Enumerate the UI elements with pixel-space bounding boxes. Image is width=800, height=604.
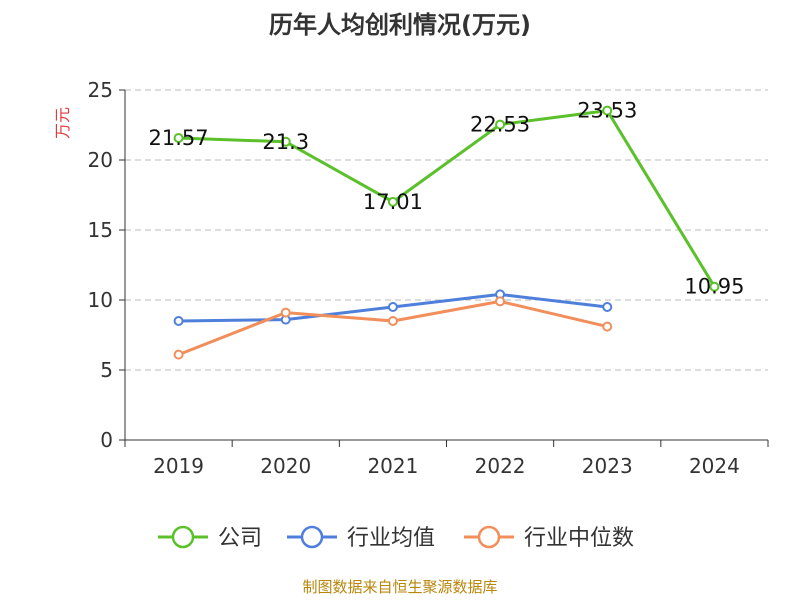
x-tick-label-2019: 2019 <box>153 454 204 478</box>
source-note: 制图数据来自恒生聚源数据库 <box>302 578 497 596</box>
y-tick-label: 15 <box>88 218 113 242</box>
y-tick-label: 25 <box>88 78 113 102</box>
data-point-1-2023 <box>602 302 613 312</box>
y-tick-label: 5 <box>100 358 113 382</box>
data-label-2019: 21.57 <box>149 126 209 150</box>
y-axis-label: 万元 <box>53 107 72 139</box>
data-point-0-2020 <box>280 136 291 147</box>
legend[interactable]: 公司 行业均值 行业中位数 <box>158 525 634 551</box>
legend-label: 公司 <box>218 526 262 551</box>
legend-marker <box>477 525 501 549</box>
data-label-2022: 22.53 <box>470 113 530 137</box>
legend-item-0[interactable]: 公司 <box>158 525 262 551</box>
data-label-2021: 17.01 <box>363 190 423 214</box>
data-point-2-2022 <box>495 296 506 307</box>
legend-item-2[interactable]: 行业中位数 <box>464 525 634 551</box>
data-label-2023: 23.53 <box>577 99 637 123</box>
legend-item-1[interactable]: 行业均值 <box>287 525 435 551</box>
data-point-1-2019 <box>173 316 184 326</box>
data-point-2-2021 <box>387 316 398 326</box>
legend-marker <box>171 525 195 549</box>
data-point-2-2020 <box>280 307 291 318</box>
legend-label: 行业均值 <box>347 526 435 551</box>
y-tick-label: 0 <box>100 428 113 452</box>
data-point-0-2019 <box>173 133 184 144</box>
data-labels: 21.57 21.3 17.01 22.53 23.53 10.95 <box>149 99 745 299</box>
data-point-0-2021 <box>387 196 398 207</box>
data-point-2-2023 <box>602 321 613 332</box>
data-point-0-2023 <box>602 105 613 116</box>
data-point-2-2019 <box>173 349 184 360</box>
data-point-1-2021 <box>387 302 398 312</box>
legend-marker <box>300 525 324 549</box>
y-tick-label: 20 <box>88 148 113 172</box>
legend-label: 行业中位数 <box>524 526 634 551</box>
data-label-2020: 21.3 <box>262 130 309 154</box>
data-point-0-2024 <box>709 281 720 292</box>
chart-title: 历年人均创利情况(万元) <box>269 11 531 39</box>
grid-lines <box>125 89 768 371</box>
axes: 0 5 10 15 20 25 2019 2020 2021 2022 2023 2024 <box>88 78 769 478</box>
x-tick-label-2022: 2022 <box>475 454 526 478</box>
x-tick-label-2021: 2021 <box>367 454 418 478</box>
x-tick-label-2020: 2020 <box>260 454 311 478</box>
data-label-2024: 10.95 <box>684 275 744 299</box>
series-line-0 <box>178 109 716 288</box>
x-tick-label-2023: 2023 <box>582 454 633 478</box>
series-lines <box>173 105 720 360</box>
x-tick-label-2024: 2024 <box>689 454 740 478</box>
data-point-0-2022 <box>495 119 506 130</box>
y-tick-label: 10 <box>88 288 113 312</box>
